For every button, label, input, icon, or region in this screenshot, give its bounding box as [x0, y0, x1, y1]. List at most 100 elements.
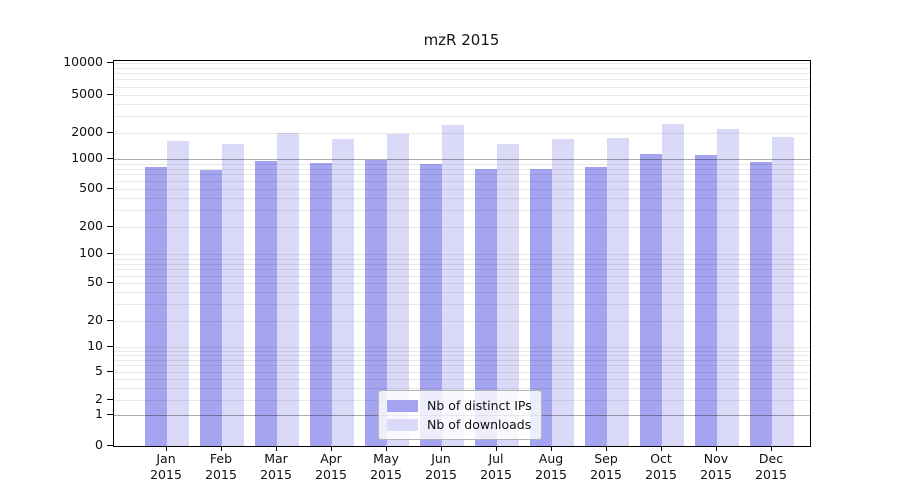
gridline-minor	[114, 350, 810, 352]
y-tick-mark	[107, 346, 113, 347]
bar-distinct-ips	[640, 153, 662, 446]
gridline-minor	[114, 378, 810, 380]
gridlines-layer	[114, 61, 810, 446]
y-tick-mark	[107, 187, 113, 189]
x-tick-month: Jan	[156, 451, 176, 466]
bar-downloads	[772, 137, 794, 446]
gridline-minor	[114, 372, 810, 373]
legend-item-distinct-ips: Nb of distinct IPs	[387, 396, 532, 415]
y-tick-mark	[107, 94, 113, 95]
gridline-minor	[114, 132, 810, 134]
x-tick-year: 2015	[315, 467, 347, 482]
x-tick-month: Mar	[264, 451, 288, 466]
x-tick-label: Feb 2015	[191, 451, 251, 483]
legend-label-distinct-ips: Nb of distinct IPs	[427, 398, 532, 413]
x-tick-label: Sep 2015	[576, 451, 636, 483]
bar-downloads	[387, 133, 409, 446]
x-tick-year: 2015	[260, 467, 292, 482]
bar-distinct-ips	[475, 169, 497, 446]
y-tick-mark	[107, 158, 113, 160]
bar-distinct-ips	[695, 154, 717, 446]
bar-distinct-ips	[365, 160, 387, 446]
bars-layer	[114, 61, 810, 446]
x-tick-label: Aug 2015	[521, 451, 581, 483]
y-tick-label: 5	[95, 363, 103, 378]
legend-item-downloads: Nb of downloads	[387, 415, 532, 434]
gridline-minor	[114, 269, 810, 271]
gridline-minor	[114, 275, 810, 277]
bar-distinct-ips	[530, 168, 552, 446]
y-tick-mark	[107, 414, 113, 416]
gridline-minor	[114, 163, 810, 165]
gridline-minor	[114, 73, 810, 75]
gridline-minor	[114, 67, 810, 69]
y-tick-label: 100	[79, 245, 103, 261]
gridline-minor	[114, 292, 810, 294]
x-tick-mark	[331, 446, 332, 451]
bar-downloads	[497, 143, 519, 446]
x-tick-month: Apr	[320, 451, 342, 466]
x-tick-month: Nov	[703, 451, 729, 466]
x-tick-year: 2015	[480, 467, 512, 482]
x-tick-year: 2015	[205, 467, 237, 482]
bar-distinct-ips	[420, 163, 442, 446]
x-tick-mark	[441, 446, 442, 451]
y-tick-mark	[107, 62, 113, 63]
gridline-minor	[114, 355, 810, 357]
gridline-minor	[114, 321, 810, 322]
x-tick-month: Aug	[538, 451, 564, 466]
y-tick-mark	[107, 320, 113, 321]
legend-label-downloads: Nb of downloads	[427, 417, 532, 432]
x-tick-year: 2015	[700, 467, 732, 482]
x-tick-year: 2015	[755, 467, 787, 482]
bar-downloads	[332, 138, 354, 446]
legend: Nb of distinct IPs Nb of downloads	[378, 390, 542, 440]
x-tick-year: 2015	[150, 467, 182, 482]
y-tick-label: 500	[79, 179, 103, 195]
y-tick-label: 2	[95, 391, 103, 406]
bar-downloads	[717, 129, 739, 446]
gridline-minor	[114, 283, 810, 285]
bar-distinct-ips	[310, 163, 332, 446]
gridline-minor	[114, 95, 810, 96]
gridline-minor	[114, 226, 810, 228]
x-tick-month: Jun	[431, 451, 451, 466]
gridline-minor	[114, 263, 810, 265]
y-tick-label: 2000	[71, 123, 103, 139]
bar-distinct-ips	[200, 169, 222, 446]
legend-swatch-downloads	[387, 418, 418, 431]
y-tick-mark	[107, 445, 113, 446]
x-tick-label: Dec 2015	[741, 451, 801, 483]
x-tick-mark	[551, 446, 552, 451]
y-tick-label: 20	[87, 312, 103, 327]
y-tick-label: 200	[79, 217, 103, 233]
x-tick-label: May 2015	[356, 451, 416, 483]
bar-distinct-ips	[750, 161, 772, 446]
x-tick-label: Nov 2015	[686, 451, 746, 483]
y-tick-label: 10000	[63, 54, 103, 69]
y-tick-mark	[107, 282, 113, 284]
x-tick-mark	[221, 446, 222, 451]
x-tick-month: Sep	[594, 451, 618, 466]
bar-downloads	[277, 132, 299, 446]
x-tick-mark	[276, 446, 277, 451]
x-tick-year: 2015	[370, 467, 402, 482]
y-tick-label: 0	[95, 437, 103, 452]
gridline-minor	[114, 116, 810, 118]
gridline-minor	[114, 347, 810, 348]
y-tick-label: 10	[87, 338, 103, 353]
bar-downloads	[552, 138, 574, 446]
gridline-minor	[114, 86, 810, 88]
bar-downloads	[167, 141, 189, 446]
gridline-minor	[114, 197, 810, 199]
y-tick-mark	[107, 371, 113, 372]
x-tick-mark	[716, 446, 717, 451]
x-tick-year: 2015	[590, 467, 622, 482]
y-tick-mark	[107, 253, 113, 255]
x-tick-mark	[606, 446, 607, 451]
gridline-minor	[114, 104, 810, 106]
x-tick-label: Apr 2015	[301, 451, 361, 483]
bar-distinct-ips	[585, 166, 607, 446]
x-tick-mark	[771, 446, 772, 451]
